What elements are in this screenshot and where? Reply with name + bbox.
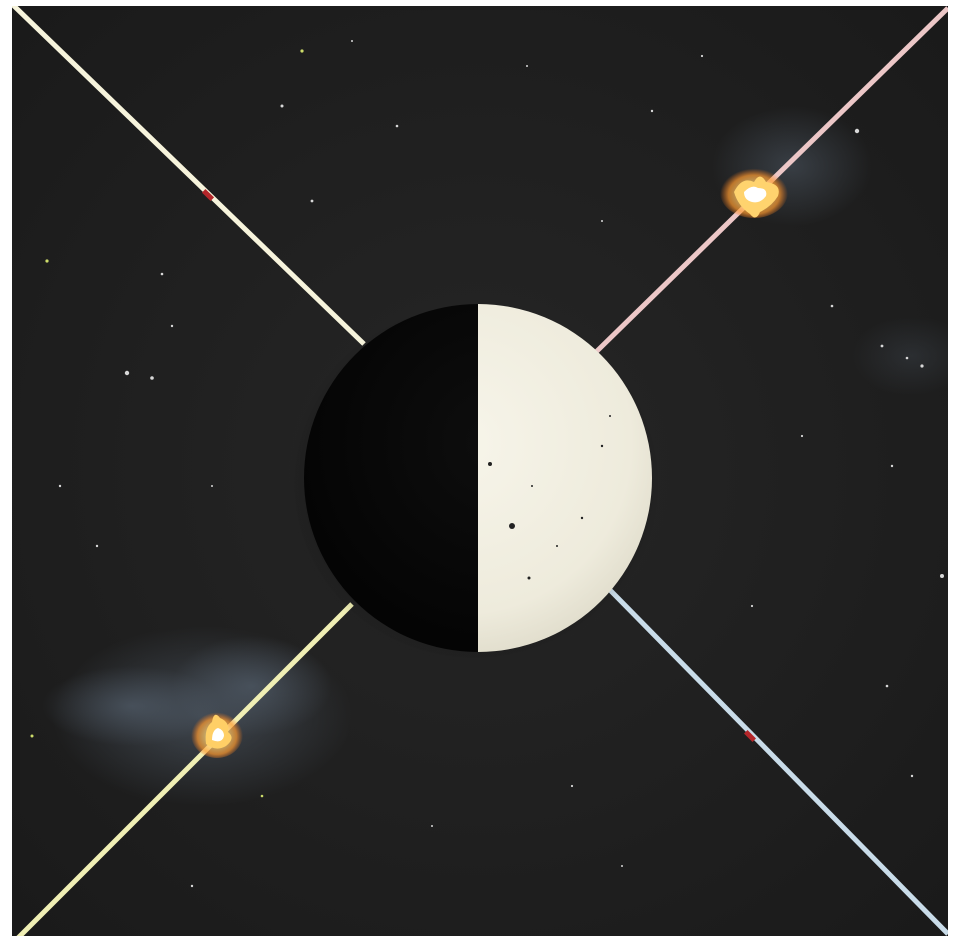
star-specks: [30, 40, 944, 888]
flame-bottom-left: [191, 710, 243, 758]
fuse-top-left: [12, 6, 366, 346]
fuse-bottom-left: [16, 602, 354, 936]
fuse-lines: [12, 6, 948, 936]
sphere-light-half: [478, 304, 652, 652]
artwork-photo: [12, 6, 948, 936]
sphere-specks: [488, 415, 611, 580]
flame-top-right: [720, 166, 788, 218]
artwork-canvas: [12, 6, 948, 936]
sphere-dark-half: [304, 304, 478, 652]
fuse-markers: [201, 189, 757, 743]
half-lit-sphere: [304, 304, 652, 652]
fuse-bottom-right: [606, 586, 948, 936]
